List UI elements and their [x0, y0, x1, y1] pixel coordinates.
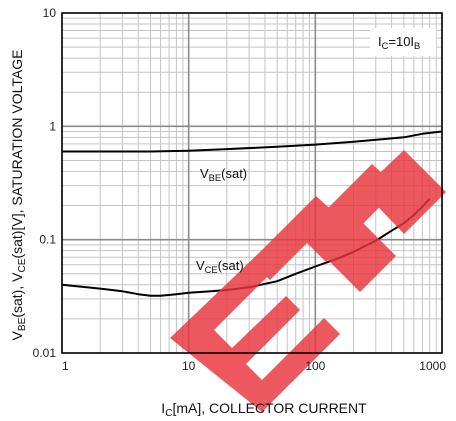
x-axis-title: IC[mA], COLLECTOR CURRENT [161, 400, 367, 419]
x-tick-label: 1 [62, 359, 69, 373]
y-tick-label: 10 [43, 6, 57, 20]
x-tick-label: 10 [182, 359, 196, 373]
tick-labels: 1 10 100 1000 0.01 0.1 1 10 [33, 6, 447, 373]
series-label-vbe-sat: VBE(sat) [200, 166, 247, 183]
axis-titles: IC[mA], COLLECTOR CURRENT VBE(sat), VCE(s… [9, 50, 367, 419]
watermark-shape [250, 196, 336, 280]
x-tick-label: 1000 [419, 359, 446, 373]
watermark-shape [362, 150, 446, 234]
condition-label: IC=10IB [378, 34, 420, 51]
watermark-shape [318, 216, 396, 292]
watermark-logo [170, 150, 446, 412]
y-tick-label: 1 [49, 119, 56, 133]
condition-box [370, 28, 436, 56]
y-axis-title: VBE(sat), VCE(sat)[V], SATURATION VOLTAG… [9, 50, 28, 341]
y-tick-label: 0.01 [33, 346, 57, 360]
annotations: VBE(sat) VCE(sat) IC=10IB [196, 28, 436, 275]
series-line-vbe-sat [62, 130, 443, 153]
plot-frame [61, 12, 443, 354]
x-tick-label: 100 [305, 359, 325, 373]
watermark-shape [170, 250, 340, 412]
y-tick-label: 0.1 [39, 233, 56, 247]
series-label-vce-sat: VCE(sat) [196, 258, 244, 275]
